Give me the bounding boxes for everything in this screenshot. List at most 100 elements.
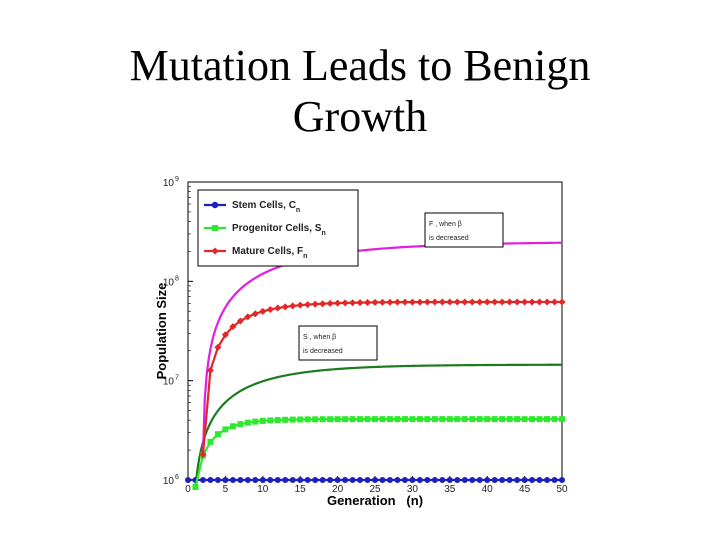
data-point [529, 416, 536, 423]
data-point [342, 477, 349, 483]
series-2 [199, 298, 566, 459]
data-point [229, 323, 237, 331]
data-point [244, 419, 251, 426]
series-1 [192, 416, 565, 491]
data-point [394, 477, 401, 483]
data-point [484, 477, 491, 483]
data-point [559, 416, 565, 423]
data-point [529, 477, 536, 483]
slide-title-line-1: Mutation Leads to Benign [129, 41, 591, 90]
data-point [252, 418, 259, 425]
data-point [551, 416, 558, 423]
data-point [214, 431, 221, 438]
data-point [364, 298, 372, 306]
data-point [244, 313, 252, 321]
data-point [267, 477, 274, 483]
data-point [409, 477, 416, 483]
data-point [357, 416, 364, 423]
data-point [304, 416, 311, 423]
data-point [386, 416, 393, 423]
data-point [498, 298, 506, 306]
annotation-f-box [424, 212, 504, 248]
data-point [521, 477, 528, 483]
data-point [364, 477, 371, 483]
data-point [349, 416, 356, 423]
annotation-s-beta: S , when β is decreased [298, 325, 378, 361]
y-tick-label: 10 [163, 377, 175, 388]
data-point [349, 477, 356, 483]
data-point [514, 416, 521, 423]
data-point [379, 416, 386, 423]
data-point [416, 298, 424, 306]
data-point [357, 477, 364, 483]
data-point [207, 438, 214, 445]
data-point [304, 477, 311, 483]
legend-swatch-marker [212, 225, 218, 231]
data-point [282, 416, 289, 423]
data-point [267, 417, 274, 424]
data-point [469, 477, 476, 483]
data-point [401, 298, 409, 306]
data-point [199, 477, 206, 483]
data-point [372, 416, 378, 423]
series-line [194, 363, 562, 488]
data-point [393, 298, 401, 306]
data-point [506, 298, 514, 306]
data-point [214, 477, 221, 483]
data-point [296, 301, 304, 309]
x-tick-label: 30 [407, 484, 419, 495]
data-point [536, 477, 543, 483]
data-point [499, 477, 506, 483]
data-point [409, 416, 416, 423]
data-point [244, 477, 251, 483]
y-tick-label: 10 [163, 178, 175, 189]
data-point [379, 477, 386, 483]
data-point [416, 477, 423, 483]
legend-swatch-marker [211, 201, 219, 209]
data-point [476, 477, 483, 483]
x-tick-label: 40 [482, 484, 494, 495]
data-point [252, 477, 259, 483]
slide-title-line-2: Growth [292, 92, 428, 141]
data-point [297, 477, 304, 483]
data-point [236, 317, 244, 325]
data-point [319, 477, 326, 483]
x-tick-label: 50 [556, 484, 568, 495]
data-point [199, 451, 207, 459]
data-point [499, 416, 506, 423]
data-point [461, 416, 468, 423]
data-point [423, 298, 431, 306]
data-point [266, 306, 274, 314]
data-point [506, 477, 513, 483]
data-point [476, 298, 484, 306]
data-point [491, 298, 499, 306]
data-point [342, 416, 349, 423]
data-point [222, 477, 229, 483]
x-tick-label: 35 [444, 484, 456, 495]
data-point [319, 300, 327, 308]
data-point [439, 477, 446, 483]
x-tick-label: 5 [223, 484, 229, 495]
y-tick-exponent: 7 [175, 375, 179, 382]
data-point [259, 307, 267, 315]
data-point [461, 477, 468, 483]
series-3 [194, 363, 562, 488]
data-point [281, 303, 289, 311]
data-point [371, 298, 379, 306]
data-point [438, 298, 446, 306]
data-point [401, 477, 408, 483]
data-point [446, 298, 454, 306]
series-layer [185, 241, 566, 491]
y-tick-exponent: 6 [175, 474, 179, 481]
data-point [491, 477, 498, 483]
data-point [229, 423, 236, 430]
y-tick-exponent: 8 [175, 275, 179, 282]
data-point [424, 416, 431, 423]
data-point [364, 416, 371, 423]
data-point [237, 477, 244, 483]
series-0 [185, 477, 565, 483]
legend: Stem Cells, Cn Progenitor Cells, Sn Mature… [197, 189, 359, 267]
data-point [356, 299, 364, 307]
data-point [185, 477, 191, 483]
data-point [431, 298, 439, 306]
